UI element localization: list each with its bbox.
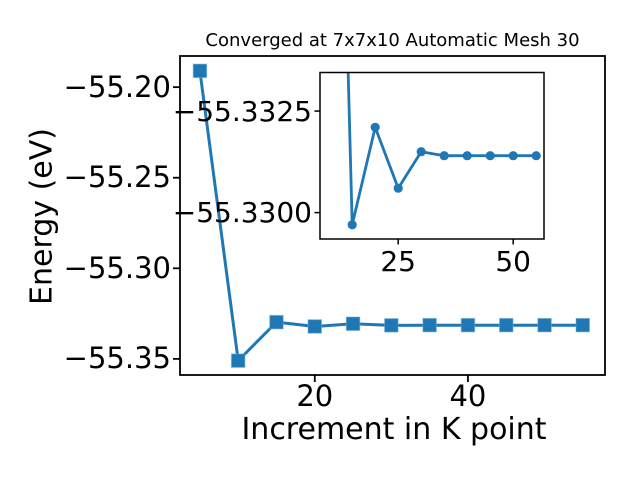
data-point-circle-marker [416, 147, 426, 157]
data-point-square-marker [345, 316, 361, 331]
data-point-square-marker [499, 317, 514, 333]
y-tick-label: −55.35 [63, 341, 171, 376]
x-tick-label: 40 [449, 379, 487, 413]
data-point-square-marker [575, 317, 590, 333]
data-point-square-marker [537, 317, 552, 333]
main-axes-frame [179, 55, 606, 376]
inset-x-tick-label: 25 [380, 245, 416, 278]
data-point-circle-marker [531, 151, 541, 161]
inset-x-tick-label: 50 [495, 245, 531, 278]
y-tick-label: −55.25 [63, 160, 171, 195]
data-point-square-marker [384, 318, 399, 333]
y-tick-label: −55.20 [63, 69, 171, 104]
data-point-circle-marker [462, 151, 472, 161]
chart-title: Converged at 7x7x10 Automatic Mesh 30 [205, 30, 580, 51]
data-point-square-marker [192, 63, 208, 79]
data-point-circle-marker [393, 183, 403, 193]
data-point-circle-marker [347, 220, 357, 230]
inset-y-tick-label: −55.3325 [172, 94, 312, 128]
inset-axes-frame [319, 71, 545, 240]
data-point-circle-marker [439, 151, 449, 161]
inset-y-tick-label: −55.3300 [172, 196, 312, 230]
data-point-circle-marker [485, 151, 495, 161]
inset-series [346, 72, 541, 230]
x-tick-label: 20 [296, 379, 334, 413]
x-axis-label: Increment in K point [241, 412, 547, 447]
data-point-square-marker [269, 314, 284, 330]
y-tick-label: −55.30 [63, 250, 171, 285]
data-point-square-marker [422, 317, 437, 333]
data-point-square-marker [307, 319, 322, 334]
main-series-markers [192, 63, 590, 368]
data-point-square-marker [230, 353, 246, 368]
data-point-square-marker [460, 317, 476, 333]
data-point-circle-marker [508, 151, 518, 161]
data-point-circle-marker [370, 122, 380, 132]
inset-series-line [346, 72, 537, 227]
